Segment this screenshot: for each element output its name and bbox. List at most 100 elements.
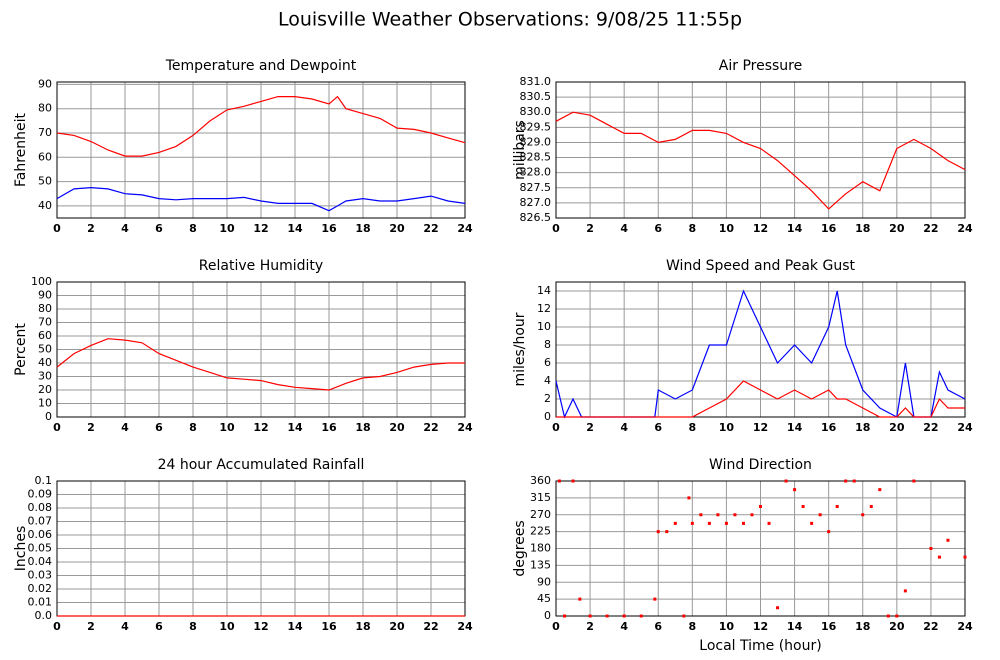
y-tick-label: 225 — [530, 525, 551, 538]
y-tick-label: 0.03 — [28, 569, 53, 582]
y-tick-label: 135 — [530, 558, 551, 571]
x-tick-label: 2 — [87, 222, 95, 235]
y-tick-label: 829.0 — [520, 135, 552, 148]
x-tick-label: 20 — [389, 421, 405, 434]
data-point — [605, 614, 609, 618]
y-tick-label: 0.08 — [28, 501, 53, 514]
panel-title: Wind Direction — [709, 457, 812, 473]
data-line — [555, 111, 966, 210]
y-tick-label: 0.0 — [35, 609, 53, 622]
y-axis-label: Fahrenheit — [13, 112, 29, 187]
y-tick-label: 90 — [38, 289, 52, 302]
data-point — [946, 538, 950, 542]
x-tick-label: 0 — [53, 222, 61, 235]
x-tick-label: 12 — [253, 620, 268, 633]
x-tick-label: 24 — [457, 620, 473, 633]
y-tick-label: 14 — [537, 284, 551, 297]
x-tick-label: 0 — [552, 222, 560, 235]
x-tick-label: 22 — [423, 421, 438, 434]
y-tick-label: 60 — [38, 329, 52, 342]
y-tick-label: 826.5 — [520, 211, 552, 224]
x-tick-label: 12 — [753, 620, 768, 633]
y-tick-label: 0 — [544, 410, 551, 423]
x-tick-label: 16 — [821, 421, 837, 434]
data-point — [886, 614, 890, 618]
x-tick-label: 2 — [87, 421, 95, 434]
y-tick-label: 70 — [38, 316, 52, 329]
y-tick-label: 830.0 — [520, 105, 552, 118]
data-point — [673, 521, 677, 525]
x-tick-label: 14 — [287, 222, 303, 235]
y-axis-label: Inches — [13, 526, 29, 571]
x-tick-label: 20 — [889, 620, 905, 633]
y-tick-label: 45 — [537, 592, 551, 605]
x-tick-label: 4 — [121, 222, 129, 235]
x-tick-label: 12 — [253, 222, 268, 235]
x-tick-label: 4 — [620, 421, 628, 434]
data-point — [801, 505, 805, 508]
panel-title: Wind Speed and Peak Gust — [666, 258, 855, 274]
y-tick-label: 828.5 — [520, 151, 552, 164]
x-tick-label: 10 — [219, 421, 235, 434]
y-tick-label: 2 — [544, 392, 551, 405]
data-point — [759, 505, 762, 508]
x-tick-label: 10 — [219, 222, 235, 235]
data-point — [878, 488, 882, 492]
plot-frame — [56, 281, 466, 418]
x-tick-label: 0 — [552, 421, 560, 434]
y-tick-label: 829.5 — [520, 120, 552, 133]
x-tick-label: 2 — [586, 421, 594, 434]
plot-frame — [555, 81, 966, 219]
y-axis-label: millibars — [512, 120, 528, 180]
x-tick-label: 14 — [787, 421, 803, 434]
x-tick-label: 20 — [889, 421, 905, 434]
data-point — [716, 513, 720, 517]
x-tick-label: 14 — [287, 620, 303, 633]
x-tick-label: 4 — [620, 222, 628, 235]
x-tick-label: 6 — [155, 421, 163, 434]
data-point — [827, 530, 831, 534]
x-tick-label: 24 — [457, 421, 473, 434]
y-tick-label: 80 — [38, 102, 52, 115]
y-tick-label: 0.02 — [28, 582, 53, 595]
x-tick-label: 22 — [923, 421, 938, 434]
x-tick-label: 8 — [689, 421, 697, 434]
y-tick-label: 90 — [537, 575, 551, 588]
data-point — [835, 505, 839, 508]
data-point — [557, 479, 561, 483]
x-tick-label: 16 — [321, 222, 337, 235]
x-tick-label: 18 — [355, 620, 370, 633]
x-tick-label: 22 — [923, 222, 938, 235]
plot-frame — [555, 480, 966, 617]
x-tick-label: 24 — [457, 222, 473, 235]
y-axis-label: Percent — [13, 323, 29, 376]
data-point — [622, 614, 626, 618]
x-tick-label: 18 — [855, 620, 870, 633]
data-point — [869, 505, 873, 508]
x-tick-label: 8 — [189, 222, 197, 235]
x-tick-label: 24 — [957, 620, 973, 633]
x-tick-label: 6 — [654, 222, 662, 235]
plot-frame — [555, 281, 966, 418]
y-tick-label: 0.06 — [28, 528, 53, 541]
x-tick-label: 10 — [219, 620, 235, 633]
x-tick-label: 14 — [287, 421, 303, 434]
x-tick-label: 4 — [620, 620, 628, 633]
x-tick-label: 24 — [957, 222, 973, 235]
y-tick-label: 270 — [530, 508, 551, 521]
y-tick-label: 50 — [38, 175, 52, 188]
y-tick-label: 0.05 — [28, 542, 53, 555]
x-tick-label: 14 — [787, 620, 803, 633]
x-tick-label: 2 — [87, 620, 95, 633]
data-point — [903, 589, 907, 593]
data-point — [682, 614, 686, 618]
x-tick-label: 18 — [855, 222, 870, 235]
data-point — [588, 614, 592, 618]
y-tick-label: 360 — [530, 474, 551, 487]
x-tick-label: 8 — [189, 421, 197, 434]
y-tick-label: 315 — [530, 491, 551, 504]
data-point — [653, 597, 657, 601]
data-point — [571, 479, 575, 483]
data-point — [724, 521, 728, 525]
x-tick-label: 12 — [253, 421, 268, 434]
